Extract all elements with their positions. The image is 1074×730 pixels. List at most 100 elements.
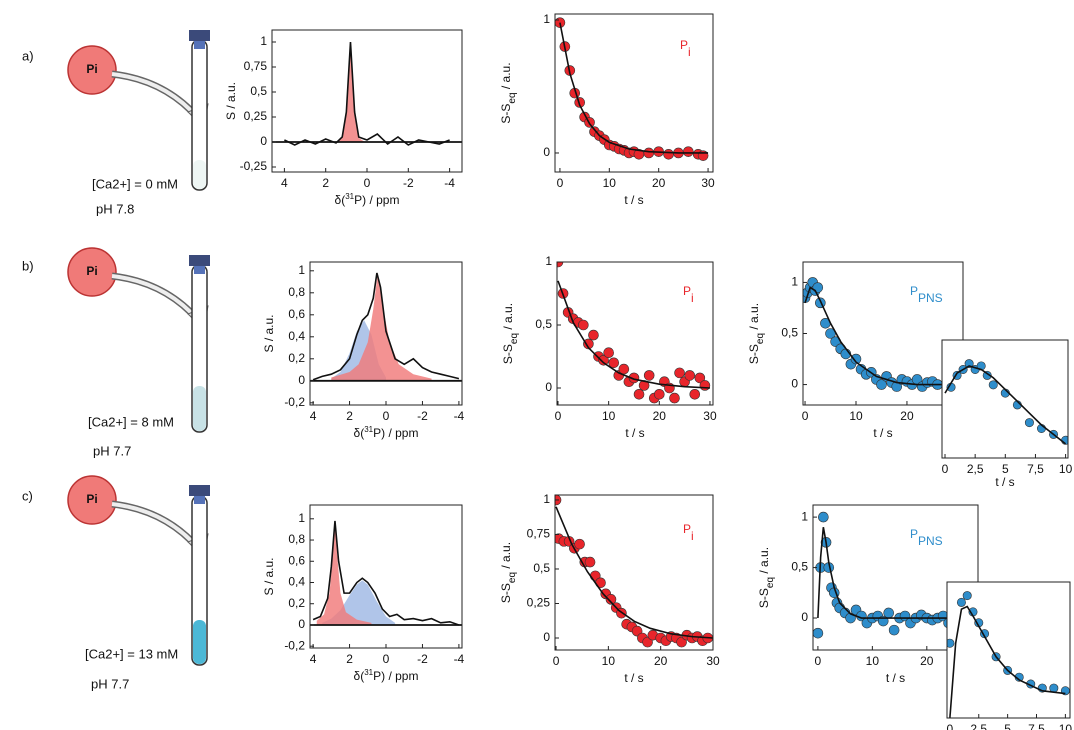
- label-sub: i: [691, 291, 694, 305]
- label-text: / a.u.: [501, 303, 515, 333]
- point: [684, 370, 696, 381]
- x-tick-label: 4: [281, 176, 288, 190]
- annotation: Pi: [680, 38, 691, 59]
- annotation: PPNS: [910, 527, 943, 548]
- x-axis-label: δ(31P) / ppm: [335, 192, 400, 208]
- point: [583, 338, 594, 350]
- point: [699, 380, 711, 391]
- fit-area: [316, 520, 372, 625]
- y-tick-label: 0,75: [527, 527, 551, 541]
- chart: 0 10 20 30 0 1 t / s S-Seq / a.u. Pi: [499, 12, 715, 207]
- x-axis-label: δ(31P) / ppm: [354, 425, 419, 441]
- line: [557, 280, 711, 389]
- point: [1024, 418, 1034, 428]
- y-tick-label: 1: [298, 263, 305, 277]
- x-tick-label: 10: [602, 654, 616, 668]
- point: [674, 367, 685, 379]
- chart: 4 2 0 -2 -4 -0,2 0 0,2 0,4 0,6 0,8 1 δ(31P) / ppm S /…: [262, 261, 465, 441]
- point: [813, 627, 824, 639]
- arrow: [111, 500, 201, 551]
- label-text: t / s: [873, 426, 892, 440]
- row-label: a): [22, 48, 34, 63]
- point: [683, 146, 694, 157]
- line: [817, 527, 971, 619]
- x-axis-label: t / s: [873, 426, 892, 440]
- chart: 0 10 20 30 0 0,5 1 t / s S-Seq / a.u. Pi: [501, 254, 717, 440]
- plot-area: [272, 41, 462, 146]
- y-tick-label: 0: [543, 145, 550, 159]
- point: [876, 379, 887, 390]
- molecule-circle: [67, 475, 117, 525]
- plot-area: [310, 520, 462, 626]
- label-text: t / s: [625, 426, 644, 440]
- x-axis-label: t / s: [625, 426, 644, 440]
- x-tick-label: 20: [920, 654, 934, 668]
- label-text: S-S: [501, 344, 515, 364]
- x-tick-label: -4: [444, 176, 455, 190]
- label-sub: eq: [507, 92, 518, 103]
- point: [605, 594, 617, 605]
- label-text: / a.u.: [747, 303, 761, 333]
- x-tick-label: -4: [454, 652, 465, 666]
- point: [618, 363, 630, 375]
- label-text: t / s: [995, 475, 1014, 489]
- x-tick-label: -2: [403, 176, 414, 190]
- x-tick-label: 30: [706, 654, 720, 668]
- label-sup: 31: [364, 425, 373, 434]
- label-text: S-S: [499, 583, 513, 603]
- y-tick-label: 0: [298, 373, 305, 387]
- label-sub: i: [691, 529, 694, 543]
- line: [949, 605, 1066, 718]
- y-tick-label: 0: [545, 380, 552, 394]
- y-tick-label: 0,5: [781, 326, 798, 340]
- x-tick-label: 0: [947, 722, 954, 730]
- y-tick-label: 0,5: [535, 317, 552, 331]
- label-text: P: [910, 527, 918, 541]
- x-tick-label: 20: [652, 176, 666, 190]
- point: [850, 353, 862, 365]
- point: [818, 511, 829, 523]
- arrow: [111, 70, 201, 121]
- x-tick-label: 30: [701, 176, 715, 190]
- y-tick-label: 1: [791, 275, 798, 289]
- point: [663, 149, 674, 160]
- concentration: [Ca2+] = 8 mM: [88, 414, 174, 429]
- tube-cap: [194, 496, 205, 504]
- y-tick-label: 0: [791, 377, 798, 391]
- y-tick-label: 0,8: [288, 285, 305, 299]
- chart: 0 10 20 30 0 0,25 0,5 0,75 1 t / s S-Seq / a.u. Pi: [499, 492, 720, 685]
- point: [643, 147, 655, 159]
- label-sub: eq: [509, 333, 520, 344]
- molecule-circle: [67, 247, 117, 297]
- y-tick-label: 0,5: [791, 560, 808, 574]
- point: [654, 388, 665, 400]
- point: [988, 380, 998, 390]
- x-tick-label: -2: [417, 409, 428, 423]
- label-sub: eq: [755, 333, 766, 344]
- x-tick-label: 2: [346, 652, 353, 666]
- y-tick-label: -0,2: [284, 395, 305, 409]
- line: [559, 22, 709, 154]
- y-axis-label: S-Seq / a.u.: [499, 542, 518, 603]
- row-c-sketch: c) Pi [Ca2+] = 13 mM pH 7.7: [22, 475, 210, 691]
- x-tick-label: 0: [383, 652, 390, 666]
- molecule-label: Pi: [86, 264, 97, 278]
- ph: pH 7.8: [96, 201, 134, 216]
- y-tick-label: 0,25: [244, 109, 268, 123]
- frame: [554, 494, 714, 651]
- y-tick-label: 0: [543, 630, 550, 644]
- annotation: Pi: [683, 284, 694, 305]
- frame: [554, 13, 714, 173]
- y-axis-label: S / a.u.: [224, 82, 238, 120]
- chart: 0 10 20 0 0,5 1 t / s S-Seq / a.u. PPNS: [747, 261, 964, 440]
- point: [982, 370, 992, 380]
- x-tick-label: 10: [1059, 462, 1073, 476]
- point: [643, 370, 655, 381]
- ph: pH 7.7: [91, 676, 129, 691]
- x-axis-label: δ(31P) / ppm: [354, 668, 419, 684]
- y-axis-label: S-Seq / a.u.: [757, 547, 776, 608]
- point: [578, 319, 589, 331]
- y-axis-label: S-Seq / a.u.: [747, 303, 766, 364]
- line: [312, 272, 460, 381]
